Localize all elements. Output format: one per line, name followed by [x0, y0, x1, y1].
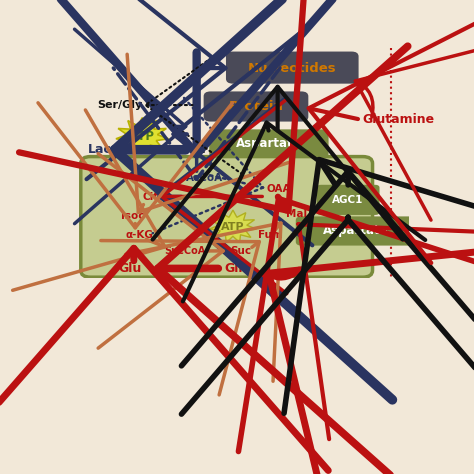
- Text: ATP: ATP: [130, 130, 155, 143]
- FancyBboxPatch shape: [226, 52, 359, 83]
- FancyBboxPatch shape: [296, 217, 415, 246]
- Text: AcCoA: AcCoA: [186, 173, 223, 183]
- Text: OAA: OAA: [266, 184, 291, 194]
- Text: Pyr: Pyr: [185, 143, 209, 156]
- Text: Cit: Cit: [142, 192, 158, 202]
- Text: Lac: Lac: [88, 143, 112, 156]
- Text: α-KG: α-KG: [126, 230, 153, 240]
- Text: Nucleotides: Nucleotides: [248, 62, 337, 74]
- Text: Suc: Suc: [230, 246, 251, 256]
- Text: AGC1: AGC1: [332, 195, 364, 205]
- FancyBboxPatch shape: [209, 129, 328, 157]
- Text: Isoc: Isoc: [121, 211, 145, 221]
- Text: Ser/Gly: Ser/Gly: [98, 100, 143, 110]
- Text: Fum: Fum: [258, 230, 283, 240]
- Polygon shape: [116, 118, 168, 154]
- Text: Glu: Glu: [118, 262, 142, 275]
- Polygon shape: [210, 210, 256, 243]
- FancyBboxPatch shape: [317, 185, 380, 215]
- FancyBboxPatch shape: [204, 91, 308, 121]
- Text: Aspartate: Aspartate: [237, 137, 302, 150]
- Text: SucCoA: SucCoA: [164, 246, 206, 256]
- Text: Glutamine: Glutamine: [363, 113, 435, 126]
- Text: Aspartate: Aspartate: [323, 225, 389, 237]
- Text: Mal: Mal: [286, 209, 307, 219]
- Text: Protein: Protein: [228, 100, 283, 113]
- Text: Gln: Gln: [225, 262, 248, 275]
- Text: ATP: ATP: [221, 222, 245, 232]
- FancyBboxPatch shape: [81, 156, 373, 277]
